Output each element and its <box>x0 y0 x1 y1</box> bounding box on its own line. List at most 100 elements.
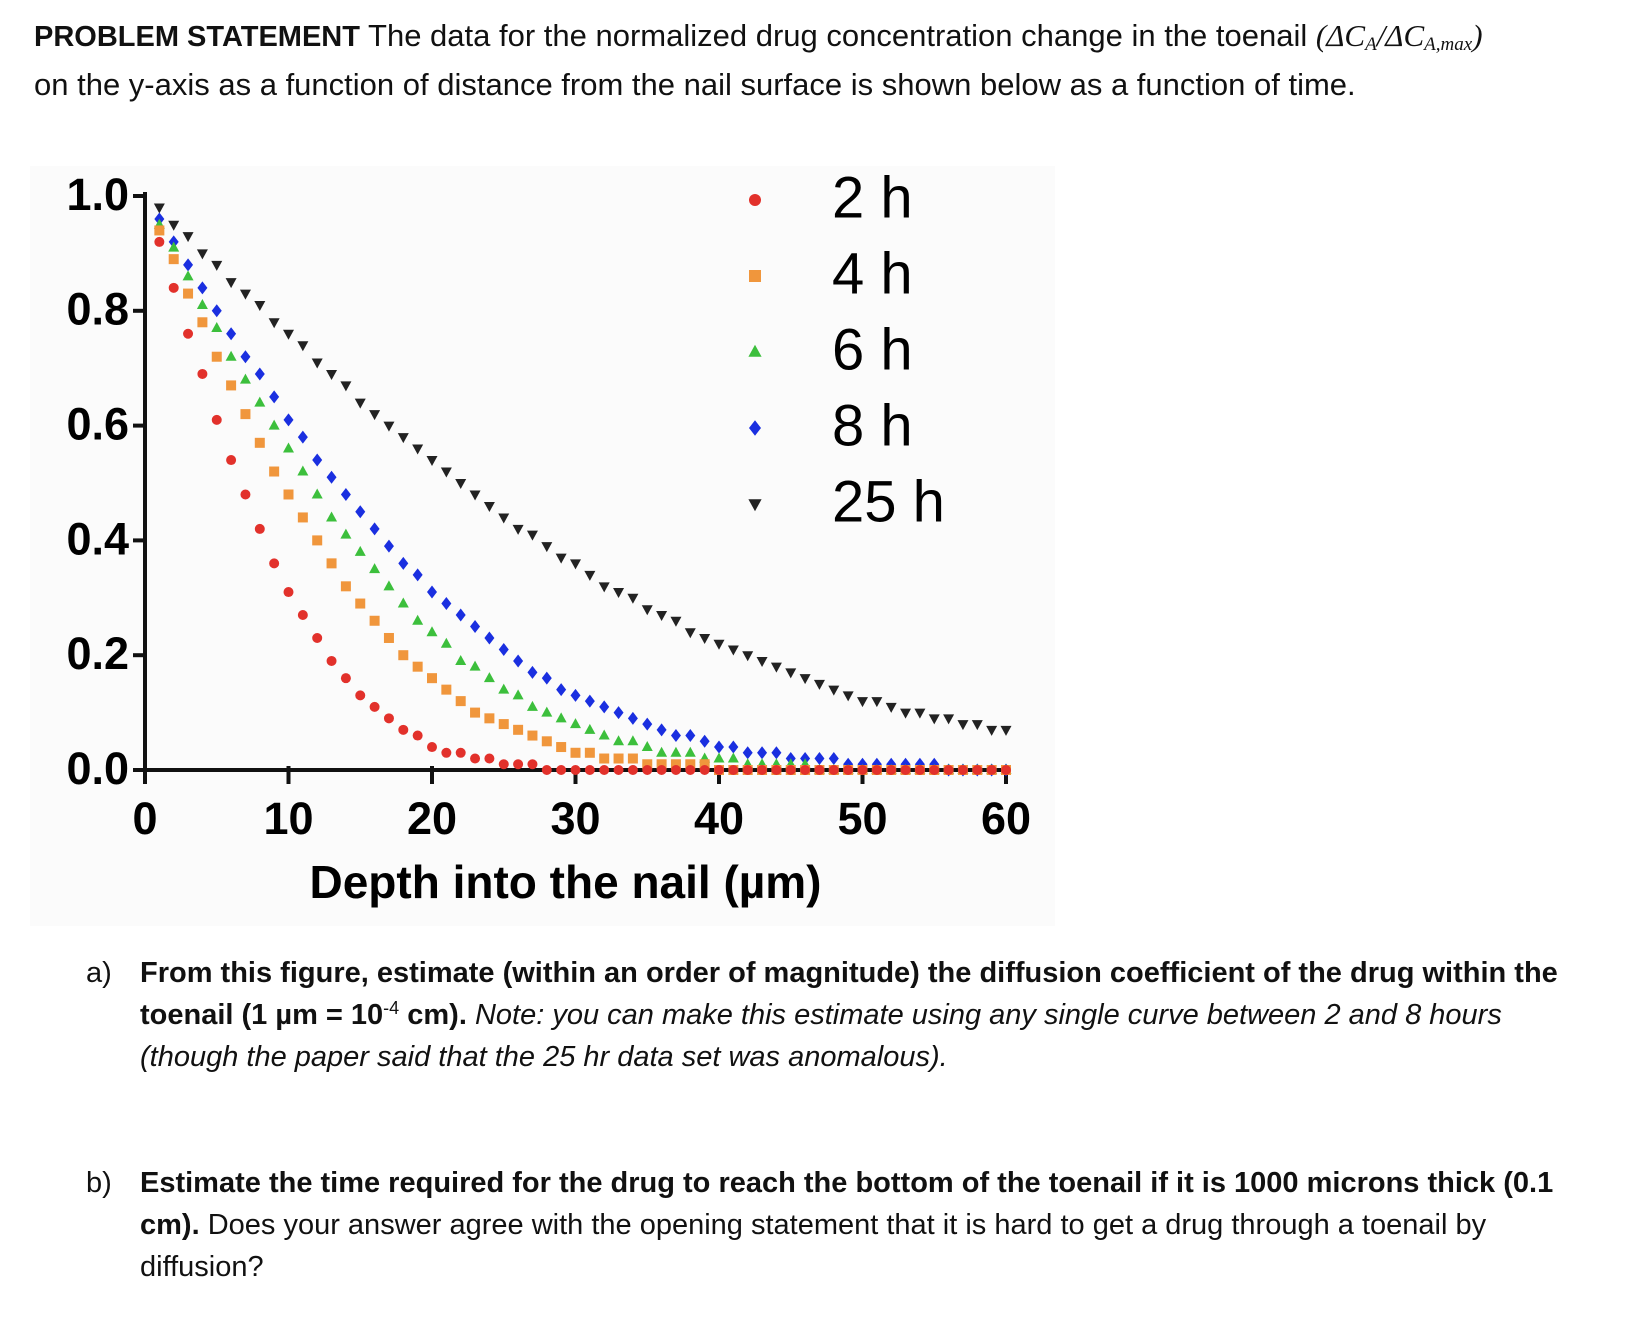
y-tick-label: 0.0 <box>66 743 129 794</box>
data-point <box>541 736 552 747</box>
data-point <box>182 270 194 281</box>
data-point <box>340 673 351 684</box>
data-point <box>455 479 467 489</box>
data-point <box>513 759 524 770</box>
data-point <box>369 522 380 536</box>
data-point <box>211 351 222 362</box>
data-point <box>641 741 653 752</box>
data-point <box>412 730 423 741</box>
data-point <box>268 419 280 430</box>
data-point <box>196 299 208 310</box>
data-point <box>398 650 409 661</box>
statement-text: The data for the normalized drug concent… <box>368 18 1308 53</box>
data-point <box>599 753 610 764</box>
question-bold: From this figure, estimate (within an or… <box>140 957 1558 1031</box>
formula-part: (ΔC <box>1315 18 1366 53</box>
data-point <box>541 706 553 717</box>
data-point <box>556 742 567 753</box>
data-point <box>440 467 452 478</box>
data-point <box>713 639 725 650</box>
data-point <box>555 712 567 723</box>
question-body: Estimate the time required for the drug … <box>140 1162 1606 1288</box>
data-point <box>714 740 724 754</box>
data-point <box>470 753 481 764</box>
data-point <box>699 765 710 775</box>
data-point <box>340 381 352 392</box>
data-point <box>613 706 624 720</box>
data-point <box>426 456 438 467</box>
data-point <box>197 368 208 379</box>
data-point <box>211 414 222 425</box>
data-point <box>684 628 696 639</box>
data-point <box>613 735 625 746</box>
data-point <box>814 765 825 775</box>
data-point <box>383 539 394 553</box>
data-point <box>154 225 165 236</box>
data-point <box>900 708 912 719</box>
data-point <box>440 637 452 648</box>
data-point <box>326 655 337 666</box>
data-point <box>183 328 194 339</box>
data-point <box>254 301 266 312</box>
data-point <box>240 489 251 500</box>
data-point <box>871 765 882 775</box>
data-point <box>239 289 251 300</box>
data-point <box>369 410 381 421</box>
y-tick-label: 0.2 <box>66 628 129 679</box>
data-point <box>685 765 696 775</box>
data-point <box>340 487 351 501</box>
data-point <box>311 488 323 499</box>
data-point <box>570 747 581 758</box>
data-point <box>297 512 308 523</box>
data-point <box>383 713 394 724</box>
data-point <box>598 582 610 593</box>
data-point <box>527 759 538 770</box>
question-a: a) From this figure, estimate (within an … <box>86 952 1606 1078</box>
data-point <box>857 697 868 708</box>
formula-sub: A,max <box>1424 34 1473 55</box>
data-point <box>483 501 495 512</box>
y-tick-label: 0.4 <box>66 513 129 564</box>
data-point <box>470 620 481 633</box>
data-point <box>814 752 825 766</box>
data-point <box>498 513 510 524</box>
data-point <box>153 203 165 214</box>
data-point <box>699 633 711 644</box>
data-point <box>269 558 280 569</box>
data-point <box>268 318 280 329</box>
data-point <box>627 753 638 764</box>
data-point <box>427 742 437 753</box>
data-point <box>254 396 266 407</box>
data-point <box>269 390 280 404</box>
data-point <box>886 765 897 775</box>
data-point <box>498 719 509 730</box>
data-point <box>656 611 668 622</box>
data-point <box>182 232 194 243</box>
data-point <box>728 765 739 775</box>
data-point <box>283 489 294 500</box>
data-point <box>484 631 495 645</box>
data-point <box>283 587 294 598</box>
x-tick-label: 40 <box>694 793 744 844</box>
data-point <box>670 746 682 757</box>
data-point <box>412 444 424 455</box>
data-point <box>684 746 696 757</box>
legend-marker <box>748 344 762 357</box>
data-point <box>441 597 452 611</box>
data-point <box>441 684 452 695</box>
data-point <box>455 608 466 622</box>
data-point <box>756 656 768 667</box>
data-point <box>713 752 725 763</box>
data-point <box>312 535 323 546</box>
data-point <box>570 718 581 729</box>
data-point <box>799 674 811 685</box>
data-point <box>469 660 481 671</box>
data-point <box>355 690 366 701</box>
data-point <box>556 765 567 775</box>
data-point <box>168 220 180 231</box>
data-point <box>297 465 309 476</box>
data-point <box>971 720 983 731</box>
data-point <box>412 661 423 672</box>
data-point <box>742 765 753 775</box>
statement-label: PROBLEM STATEMENT <box>34 21 360 53</box>
